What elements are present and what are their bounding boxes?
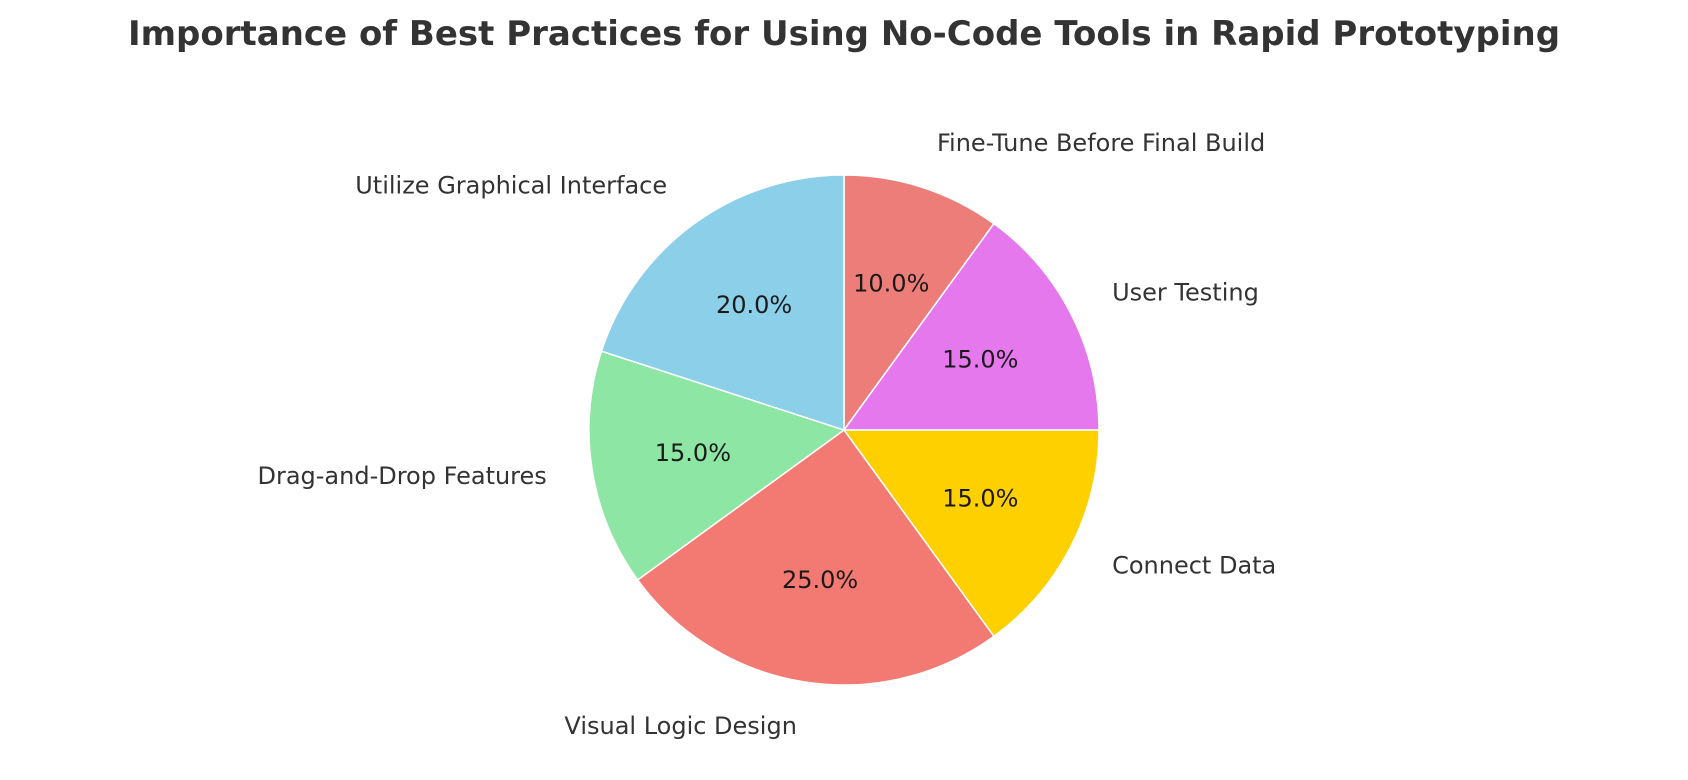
pie-slice-label: Drag-and-Drop Features xyxy=(257,462,546,490)
pie-slice-label: Fine-Tune Before Final Build xyxy=(937,129,1265,157)
pie-slice-percent: 10.0% xyxy=(853,269,929,297)
chart-container: Importance of Best Practices for Using N… xyxy=(0,0,1688,780)
pie-slice-percent: 15.0% xyxy=(942,484,1018,512)
pie-slice-percent: 15.0% xyxy=(655,439,731,467)
pie-slice-percent: 25.0% xyxy=(782,566,858,594)
pie-slice-percent: 20.0% xyxy=(716,291,792,319)
pie-slice-label: Visual Logic Design xyxy=(564,712,797,740)
pie-slice-label: Utilize Graphical Interface xyxy=(355,172,667,200)
pie-slice-percent: 15.0% xyxy=(942,346,1018,374)
pie-slice-label: User Testing xyxy=(1112,278,1259,306)
pie-chart: 10.0% Fine-Tune Before Final Build 15.0% Us… xyxy=(0,0,1688,780)
pie-slice-label: Connect Data xyxy=(1112,552,1276,580)
